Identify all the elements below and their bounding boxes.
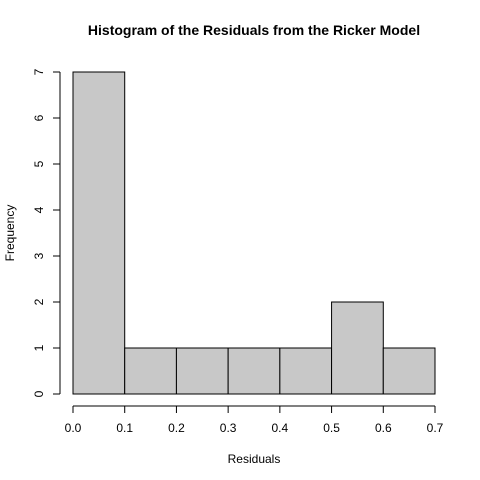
x-tick-label-6: 0.6: [375, 421, 392, 435]
y-tick-label-7: 7: [32, 68, 46, 75]
y-tick-label-5: 5: [32, 160, 46, 167]
x-tick-label-4: 0.4: [272, 421, 289, 435]
y-tick-label-4: 4: [32, 206, 46, 213]
y-tick-label-2: 2: [32, 298, 46, 305]
y-tick-label-3: 3: [32, 252, 46, 259]
histogram-bar-1: [124, 347, 177, 395]
histogram-bar-2: [175, 347, 229, 395]
y-tick-label-6: 6: [32, 114, 46, 121]
x-axis: 0.0 0.1 0.2 0.3 0.4 0.5 0.6 0.7: [65, 405, 444, 435]
y-axis: 0 1 2 3 4 5 6 7: [32, 68, 61, 397]
y-tick-label-0: 0: [32, 390, 46, 397]
x-tick-label-5: 0.5: [323, 421, 340, 435]
y-tick-label-1: 1: [32, 344, 46, 351]
y-axis-label: Frequency: [3, 205, 17, 262]
bars-group: [72, 71, 436, 395]
x-tick-label-0: 0.0: [65, 421, 82, 435]
x-axis-label: Residuals: [228, 452, 281, 466]
x-tick-label-1: 0.1: [116, 421, 133, 435]
x-tick-label-2: 0.2: [168, 421, 185, 435]
histogram-bar-5: [331, 301, 384, 395]
chart-title: Histogram of the Residuals from the Rick…: [88, 22, 420, 38]
histogram-bar-0: [72, 71, 126, 395]
histogram-bar-4: [279, 347, 333, 395]
histogram-bar-6: [382, 347, 436, 395]
x-tick-label-3: 0.3: [220, 421, 237, 435]
histogram-bar-3: [227, 347, 281, 395]
x-tick-label-7: 0.7: [427, 421, 444, 435]
